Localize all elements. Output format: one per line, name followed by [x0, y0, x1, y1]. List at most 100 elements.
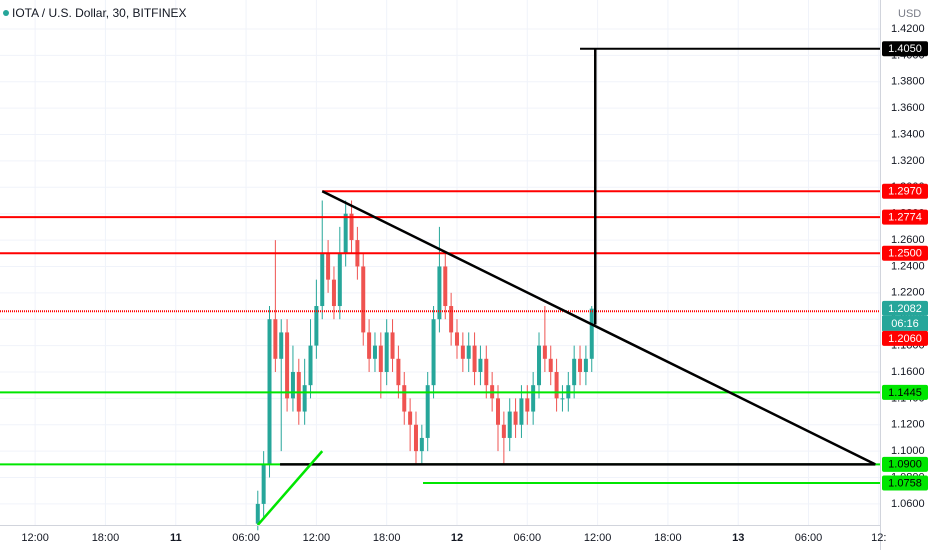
y-axis-label: USD [898, 8, 921, 20]
candle-body [261, 464, 266, 504]
candle-body [496, 398, 501, 425]
x-tick-label: 06:00 [232, 532, 260, 544]
candle-body [308, 345, 313, 386]
candle-body [478, 358, 483, 372]
candle-body [372, 345, 377, 359]
candle-body [413, 424, 418, 452]
candle-body [302, 385, 307, 412]
candle-body [343, 213, 348, 254]
candle-body [408, 411, 413, 425]
candle-body [384, 332, 389, 372]
countdown-box [882, 315, 928, 331]
candle-body [279, 332, 284, 359]
x-tick-label: 11 [170, 532, 182, 544]
y-tick-label: 1.3600 [891, 102, 925, 114]
candle-body [314, 306, 319, 346]
chart-title: IOTA / U.S. Dollar, 30, BITFINEX [12, 6, 187, 20]
y-tick-label: 1.3200 [891, 155, 925, 167]
level-tag: 1.2774 [888, 212, 922, 224]
candle-body [361, 266, 366, 333]
candle-body [525, 398, 530, 412]
y-tick-label: 1.2400 [891, 260, 925, 272]
candle-body [466, 345, 471, 359]
candle-body [578, 358, 583, 372]
candle-body [431, 319, 436, 386]
x-tick-label: 18:00 [92, 532, 120, 544]
last-price-tag: 1.2082 [888, 303, 922, 315]
y-tick-label: 1.1600 [891, 366, 925, 378]
x-tick-label: 12:00 [584, 532, 612, 544]
x-tick-label: 12: [871, 532, 886, 544]
x-tick-label: 18:00 [654, 532, 682, 544]
level-tag-box [882, 41, 928, 57]
candle-body [390, 332, 395, 359]
x-tick-label: 13 [732, 532, 744, 544]
candle-body [320, 253, 325, 307]
level-tag: 1.1445 [888, 387, 922, 399]
level-tag-box [882, 475, 928, 491]
candle-body [419, 437, 424, 452]
candle-body [589, 308, 594, 359]
status-dot [3, 10, 9, 16]
candle-body [367, 332, 372, 359]
trend-line [256, 450, 324, 526]
candle-body [560, 398, 565, 400]
x-tick-label: 06:00 [514, 532, 542, 544]
y-tick-label: 1.3800 [891, 76, 925, 88]
x-tick-label: 12:00 [303, 532, 331, 544]
trend-line [321, 190, 876, 466]
level-tag: 1.2500 [888, 248, 922, 260]
level-tag: 1.2970 [888, 186, 922, 198]
candle-body [548, 358, 553, 372]
candle-body [396, 358, 401, 386]
candle-body [572, 358, 577, 386]
level-tag-box [882, 456, 928, 472]
candle-body [443, 266, 448, 307]
x-tick-label: 06:00 [795, 532, 823, 544]
candle-body [337, 253, 342, 307]
candle-body [273, 319, 278, 359]
candle-body [425, 385, 430, 438]
level-tag-box [882, 384, 928, 400]
y-tick-label: 1.1000 [891, 445, 925, 457]
candle-body [326, 253, 331, 280]
countdown: 06:16 [891, 318, 919, 330]
level-tag: 1.4050 [888, 43, 922, 55]
level-tag-box [882, 245, 928, 261]
candle-body [331, 279, 336, 307]
y-tick-label: 1.4200 [891, 23, 925, 35]
last-price-tag-box [882, 300, 928, 316]
candle-body [378, 345, 383, 372]
candle-body [402, 385, 407, 412]
candle-body [449, 306, 454, 333]
candle-body [513, 411, 518, 425]
candle-body [554, 371, 559, 399]
candle-body [537, 345, 542, 386]
candle-body [349, 213, 354, 241]
candle-body [290, 371, 295, 399]
level-tag-box [882, 209, 928, 225]
y-tick-label: 1.2200 [891, 287, 925, 299]
x-tick-label: 12:00 [21, 532, 49, 544]
x-tick-label: 18:00 [373, 532, 401, 544]
candle-body [507, 411, 512, 438]
y-tick-label: 1.0600 [891, 498, 925, 510]
candle-body [484, 358, 489, 386]
candle-body [472, 345, 477, 372]
candle-body [542, 345, 547, 359]
candle-body [437, 266, 442, 320]
y-tick-label: 1.1200 [891, 419, 925, 431]
candle-body [531, 385, 536, 412]
candle-body [460, 345, 465, 359]
candle-body [519, 398, 524, 425]
candle-body [255, 503, 260, 524]
level-tag: 1.0758 [888, 477, 922, 489]
x-tick-label: 12 [451, 532, 463, 544]
candle-body [454, 332, 459, 346]
candle-body [583, 358, 588, 372]
candle-body [501, 424, 506, 438]
y-tick-label: 1.2600 [891, 234, 925, 246]
level-tag: 1.2060 [888, 333, 922, 345]
y-tick-label: 1.3400 [891, 128, 925, 140]
